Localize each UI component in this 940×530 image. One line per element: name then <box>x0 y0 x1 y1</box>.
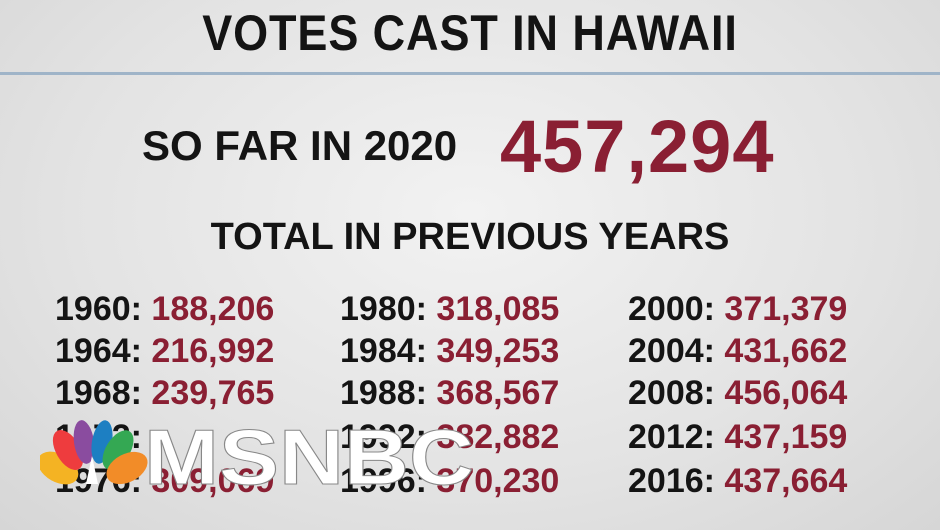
result-row: 1964: 216,992 <box>55 332 274 371</box>
result-row: 2000: 371,379 <box>628 290 847 329</box>
year: 2000: <box>628 290 715 328</box>
vote-total: 318,085 <box>436 290 560 328</box>
vote-total: 368,567 <box>436 374 560 412</box>
vote-total: 188,206 <box>151 290 275 328</box>
result-row: 1988: 368,567 <box>340 374 559 413</box>
section-title: TOTAL IN PREVIOUS YEARS <box>210 216 730 258</box>
result-row: 1996: 370,230 <box>340 462 559 501</box>
year: 2004: <box>628 332 715 370</box>
current-value: 457,294 <box>500 105 775 188</box>
logo-text: MSNBC <box>144 413 474 492</box>
year: 1988: <box>340 374 427 412</box>
vote-total: 456,064 <box>724 374 848 412</box>
year: 1984: <box>340 332 427 370</box>
result-row: 1968: 239,765 <box>55 374 274 413</box>
vote-total: 437,664 <box>724 462 848 500</box>
result-row: 1992: 382,882 <box>340 418 559 457</box>
vote-total: 309,069 <box>151 462 275 500</box>
vote-total: 349,253 <box>436 332 560 370</box>
divider <box>0 72 940 75</box>
vote-total: 431,662 <box>724 332 848 370</box>
result-row: 1980: 318,085 <box>340 290 559 329</box>
year: 2012: <box>628 418 715 456</box>
logo: MSNBC <box>40 413 475 492</box>
year: 1964: <box>55 332 142 370</box>
result-row: 2012: 437,159 <box>628 418 847 457</box>
current-label: SO FAR IN 2020 <box>142 122 458 169</box>
year: 1996: <box>340 462 427 500</box>
result-row: 2016: 437,664 <box>628 462 847 501</box>
vote-total: 239,765 <box>151 374 275 412</box>
result-row: 2004: 431,662 <box>628 332 847 371</box>
peacock <box>40 420 148 485</box>
year: 1980: <box>340 290 427 328</box>
vote-total: 370,230 <box>436 462 560 500</box>
result-row: 2008: 456,064 <box>628 374 847 413</box>
vote-total: 382,882 <box>436 418 560 456</box>
result-row: 1960: 188,206 <box>55 290 274 329</box>
year: 2016: <box>628 462 715 500</box>
result-row: 1984: 349,253 <box>340 332 559 371</box>
year: 1960: <box>55 290 142 328</box>
year: 2008: <box>628 374 715 412</box>
vote-total: 437,159 <box>724 418 848 456</box>
year: 1968: <box>55 374 142 412</box>
vote-total: 216,992 <box>151 332 275 370</box>
vote-total: 371,379 <box>724 290 848 328</box>
title: VOTES CAST IN HAWAII <box>202 5 738 61</box>
year: 1992: <box>340 418 427 456</box>
